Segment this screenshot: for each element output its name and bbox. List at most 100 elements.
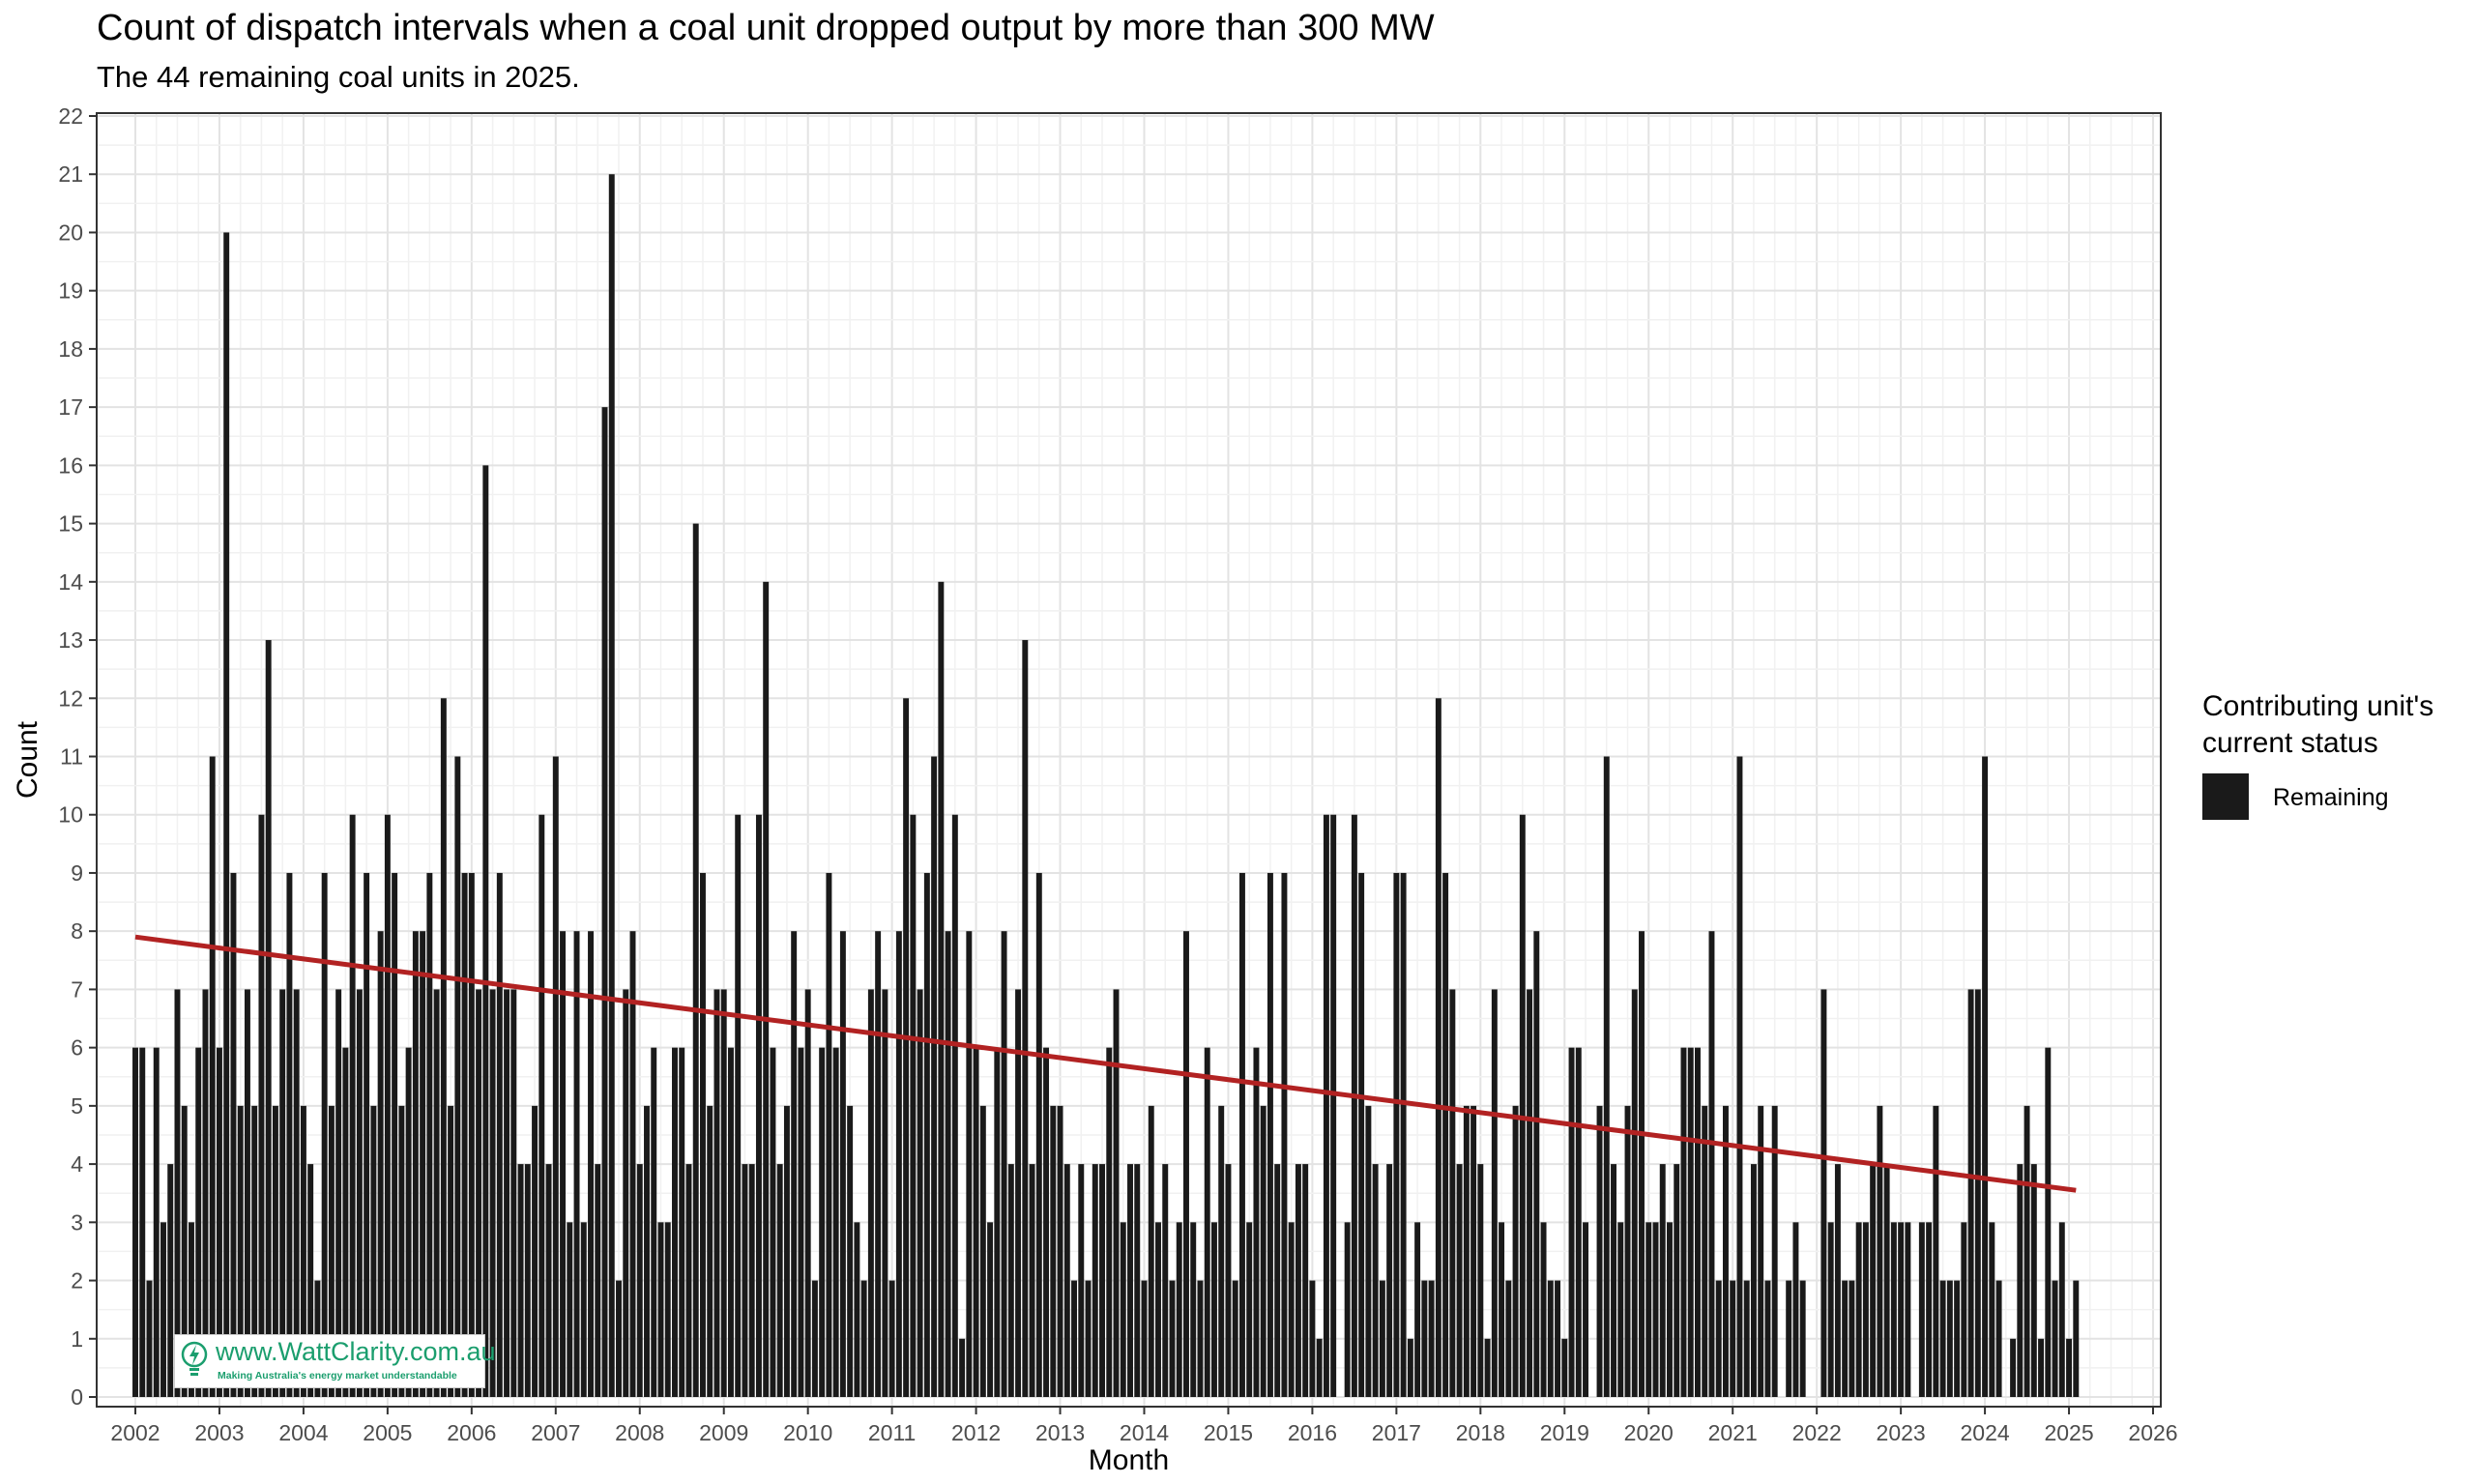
bar xyxy=(664,1222,671,1397)
bar xyxy=(1113,989,1120,1397)
bar xyxy=(405,1047,412,1397)
bar xyxy=(153,1047,160,1397)
axes: 0123456789101112131415161718192021222002… xyxy=(58,103,2177,1445)
x-tick-label: 2017 xyxy=(1372,1420,1421,1445)
bar xyxy=(230,872,237,1397)
legend-label-remaining: Remaining xyxy=(2273,784,2389,811)
bar xyxy=(1702,1105,1708,1397)
bar xyxy=(1849,1280,1855,1397)
bar xyxy=(1092,1164,1098,1397)
bar xyxy=(1499,1222,1505,1397)
bar xyxy=(692,523,699,1397)
plot-border xyxy=(96,112,2162,1408)
y-tick-label: 20 xyxy=(58,219,83,245)
bar xyxy=(1407,1338,1413,1397)
bar xyxy=(860,1280,867,1397)
bar xyxy=(770,1047,776,1397)
bar xyxy=(763,581,770,1397)
bar xyxy=(629,931,636,1397)
bar xyxy=(783,1105,790,1397)
bar xyxy=(1099,1164,1105,1397)
bar xyxy=(1631,989,1638,1397)
bar xyxy=(1799,1280,1806,1397)
bar xyxy=(244,989,250,1397)
y-tick-label: 5 xyxy=(71,1093,83,1119)
bar xyxy=(1715,1280,1722,1397)
bar xyxy=(1050,1105,1057,1397)
bar xyxy=(209,756,216,1397)
bar xyxy=(1667,1222,1673,1397)
watermark-tagline: Making Australia's energy market underst… xyxy=(218,1370,457,1382)
bar xyxy=(1267,872,1273,1397)
bar xyxy=(1989,1222,1995,1397)
bar xyxy=(1071,1280,1077,1397)
bar xyxy=(994,1047,1001,1397)
bar xyxy=(1323,814,1329,1397)
x-axis-title: Month xyxy=(1089,1444,1169,1476)
bar xyxy=(1939,1280,1946,1397)
bar xyxy=(616,1280,622,1397)
bar xyxy=(216,1047,222,1397)
bar xyxy=(392,872,398,1397)
bar xyxy=(237,1105,244,1397)
bar xyxy=(1029,1164,1035,1397)
bar xyxy=(1862,1222,1869,1397)
bar xyxy=(251,1105,258,1397)
bar xyxy=(1883,1164,1890,1397)
bar xyxy=(1555,1280,1561,1397)
bar xyxy=(1148,1105,1154,1397)
bar xyxy=(146,1280,153,1397)
bar xyxy=(1708,931,1715,1397)
y-tick-label: 6 xyxy=(71,1035,83,1061)
bar xyxy=(979,1105,986,1397)
bar xyxy=(160,1222,166,1397)
bar xyxy=(875,931,882,1397)
bar xyxy=(1771,1105,1778,1397)
bar xyxy=(1232,1280,1238,1397)
bar xyxy=(384,814,391,1397)
bar xyxy=(1127,1164,1133,1397)
bar xyxy=(189,1222,194,1397)
bar xyxy=(167,1164,174,1397)
bar xyxy=(2058,1222,2065,1397)
bar xyxy=(1967,989,1974,1397)
bar xyxy=(279,989,286,1397)
bar xyxy=(1169,1280,1176,1397)
bar xyxy=(1435,698,1441,1397)
y-tick-label: 18 xyxy=(58,336,83,362)
x-tick-label: 2025 xyxy=(2044,1420,2093,1445)
bar xyxy=(1890,1222,1897,1397)
y-tick-label: 0 xyxy=(71,1384,83,1410)
bar xyxy=(174,989,181,1397)
bar xyxy=(748,1164,755,1397)
bar xyxy=(1624,1105,1631,1397)
bar xyxy=(398,1105,405,1397)
bar xyxy=(202,989,209,1397)
bar xyxy=(272,1105,278,1397)
bar xyxy=(1491,989,1498,1397)
bar xyxy=(1905,1222,1911,1397)
bar xyxy=(1918,1222,1925,1397)
x-tick-label: 2004 xyxy=(278,1420,328,1445)
bar xyxy=(448,1105,454,1397)
bar xyxy=(2024,1105,2030,1397)
bar xyxy=(1568,1047,1575,1397)
bar xyxy=(539,814,545,1397)
bar xyxy=(1288,1222,1295,1397)
bar xyxy=(959,1338,966,1397)
bar xyxy=(727,1047,734,1397)
bar xyxy=(1210,1222,1217,1397)
x-tick-label: 2019 xyxy=(1540,1420,1589,1445)
bar xyxy=(433,989,440,1397)
x-tick-label: 2026 xyxy=(2128,1420,2177,1445)
bar xyxy=(1225,1164,1232,1397)
bar xyxy=(1575,1047,1582,1397)
bar xyxy=(1820,989,1827,1397)
bar xyxy=(1365,1105,1372,1397)
bar xyxy=(1547,1280,1554,1397)
y-tick-label: 2 xyxy=(71,1268,83,1294)
bar xyxy=(700,872,706,1397)
bar xyxy=(1035,872,1042,1397)
x-tick-label: 2009 xyxy=(699,1420,748,1445)
bar xyxy=(1695,1047,1701,1397)
